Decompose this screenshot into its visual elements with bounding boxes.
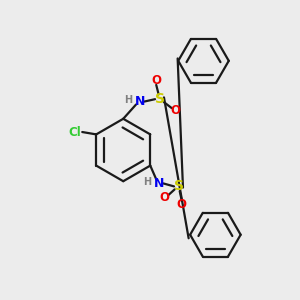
- Text: O: O: [151, 74, 161, 87]
- Text: O: O: [160, 191, 170, 204]
- Text: S: S: [155, 92, 165, 106]
- Text: H: H: [142, 177, 151, 187]
- Text: N: N: [134, 95, 145, 108]
- Text: Cl: Cl: [68, 125, 81, 139]
- Text: N: N: [153, 177, 164, 190]
- Text: S: S: [174, 179, 184, 194]
- Text: O: O: [177, 198, 187, 211]
- Text: H: H: [124, 95, 132, 105]
- Text: O: O: [170, 104, 180, 117]
